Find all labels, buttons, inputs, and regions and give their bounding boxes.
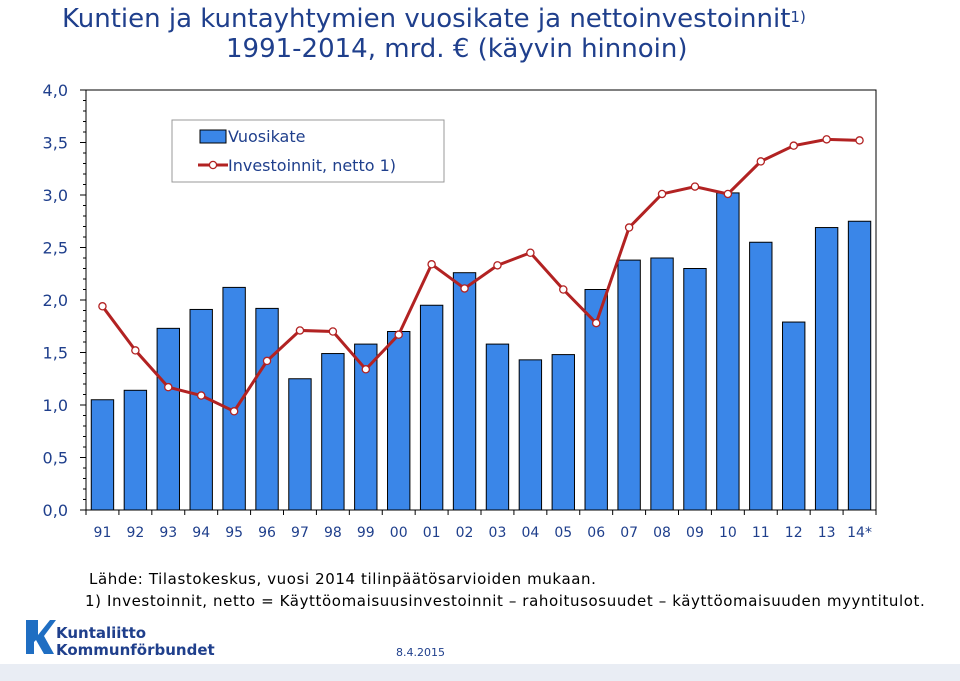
chart-area: 0,0 0,5 1,0 1,5 2,0 2,5 3,0 3,5 4,0 91 92 93 94 95 96 9…	[43, 81, 877, 541]
y-tick-label: 0,5	[43, 449, 68, 468]
logo-text: Kuntaliitto Kommunförbundet	[56, 625, 215, 659]
x-tick-label: 95	[225, 525, 243, 541]
point-investoinnit	[723, 189, 733, 199]
bar-vuosikate	[617, 259, 641, 511]
point-investoinnit	[196, 391, 206, 400]
legend-label-vuosikate: Vuosikate	[228, 127, 305, 146]
bar-vuosikate	[749, 241, 773, 511]
source-note: Lähde: Tilastokeskus, vuosi 2014 tilinpä…	[89, 570, 597, 588]
y-tick-label: 2,5	[43, 239, 68, 258]
x-tick-label: 98	[324, 525, 342, 541]
point-investoinnit	[262, 356, 272, 366]
y-tick-label: 3,0	[43, 186, 68, 205]
bar-vuosikate	[288, 378, 312, 511]
y-tick-label: 4,0	[43, 81, 68, 100]
x-tick-label: 04	[521, 525, 539, 541]
x-tick-label: 93	[159, 525, 177, 541]
bar-vuosikate	[452, 272, 477, 511]
point-investoinnit	[559, 285, 568, 294]
chart-title: Kuntien ja kuntayhtymien vuosikate ja ne…	[62, 4, 952, 64]
x-tick-label: 11	[752, 525, 770, 541]
bar-vuosikate	[156, 327, 180, 511]
bar-vuosikate	[354, 343, 378, 511]
x-tick-label: 14*	[847, 525, 872, 541]
bar-vuosikate	[255, 307, 279, 511]
logo-line1: Kuntaliitto	[56, 624, 147, 642]
legend-label-investoinnit: Investoinnit, netto 1)	[228, 156, 396, 175]
point-investoinnit	[328, 327, 338, 336]
point-investoinnit	[295, 326, 305, 335]
point-investoinnit	[131, 346, 140, 355]
point-investoinnit	[657, 189, 667, 199]
point-investoinnit	[855, 136, 864, 145]
title-superscript: 1)	[790, 8, 806, 26]
kuntaliitto-logo-icon	[26, 620, 56, 654]
bar-vuosikate	[551, 354, 575, 511]
legend-line-marker	[208, 160, 218, 170]
point-investoinnit	[493, 261, 502, 270]
x-tick-label: 92	[126, 525, 144, 541]
bar-vuosikate	[419, 304, 444, 511]
point-investoinnit	[789, 141, 798, 150]
bar-vuosikate	[683, 268, 707, 511]
y-tick-label: 3,5	[43, 134, 68, 153]
point-investoinnit	[98, 302, 107, 311]
x-tick-label: 02	[456, 525, 474, 541]
x-tick-label: 96	[258, 525, 276, 541]
bar-vuosikate	[123, 389, 148, 511]
x-tick-label: 91	[94, 525, 112, 541]
x-tick-label: 12	[785, 525, 803, 541]
point-investoinnit	[460, 284, 469, 293]
bar-vuosikate	[222, 286, 246, 511]
y-tick-label: 0,0	[43, 501, 68, 520]
bar-vuosikate	[584, 289, 608, 511]
bar-vuosikate	[814, 227, 839, 511]
x-tick-label: 09	[686, 525, 704, 541]
x-tick-label: 08	[653, 525, 671, 541]
bar-vuosikate	[650, 257, 674, 511]
x-tick-label: 01	[423, 525, 441, 541]
point-investoinnit	[164, 382, 173, 392]
bar-vuosikate	[387, 331, 411, 511]
point-investoinnit	[591, 318, 601, 328]
y-tick-label: 1,5	[43, 344, 68, 363]
bar-vuosikate	[716, 192, 740, 511]
title-line1: Kuntien ja kuntayhtymien vuosikate ja ne…	[62, 4, 791, 34]
x-tick-label: 00	[390, 525, 408, 541]
x-tick-label: 06	[587, 525, 605, 541]
point-investoinnit	[624, 223, 634, 232]
point-investoinnit	[229, 407, 239, 416]
point-investoinnit	[361, 365, 371, 374]
x-tick-label: 97	[291, 525, 309, 541]
x-tick-label: 94	[192, 525, 210, 541]
bar-vuosikate	[321, 353, 345, 511]
y-tick-label: 1,0	[43, 396, 68, 415]
point-investoinnit	[756, 157, 766, 166]
bar-vuosikate	[782, 321, 806, 511]
point-investoinnit	[526, 248, 535, 257]
bar-vuosikate	[90, 399, 115, 511]
bar-vuosikate	[485, 343, 510, 511]
bar-vuosikate	[518, 359, 543, 511]
point-investoinnit	[394, 330, 403, 339]
point-investoinnit	[822, 135, 831, 144]
y-tick-label: 2,0	[43, 291, 68, 310]
x-tick-label: 13	[818, 525, 836, 541]
line-investoinnit	[101, 137, 860, 414]
title-line2: 1991-2014, mrd. € (käyvin hinnoin)	[226, 34, 688, 64]
x-tick-label: 10	[719, 525, 737, 541]
point-investoinnit	[427, 260, 436, 269]
footer-bar	[0, 664, 960, 681]
logo-line2: Kommunförbundet	[56, 641, 215, 659]
x-tick-label: 07	[620, 525, 638, 541]
footnote: 1) Investoinnit, netto = Käyttöomaisuusi…	[85, 592, 926, 610]
legend-bar-swatch	[199, 129, 227, 144]
point-investoinnit	[690, 182, 700, 191]
x-tick-label: 05	[554, 525, 572, 541]
date-label: 8.4.2015	[396, 646, 445, 659]
bar-vuosikate	[847, 220, 872, 511]
x-tick-label: 03	[489, 525, 507, 541]
bar-vuosikate	[189, 308, 213, 511]
x-tick-label: 99	[357, 525, 375, 541]
